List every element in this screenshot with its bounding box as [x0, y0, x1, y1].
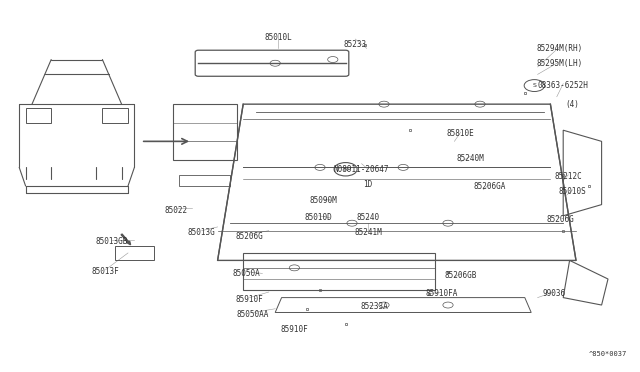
Text: 1D: 1D — [364, 180, 372, 189]
Text: (4): (4) — [566, 100, 580, 109]
Text: 85010S: 85010S — [559, 187, 587, 196]
Text: 85240: 85240 — [356, 213, 380, 222]
Text: 85206GA: 85206GA — [474, 182, 506, 190]
Text: 85206GB: 85206GB — [445, 271, 477, 280]
Text: ^850*0037: ^850*0037 — [589, 351, 627, 357]
Text: 85240M: 85240M — [456, 154, 484, 163]
Bar — [115, 246, 154, 260]
Text: 85010L: 85010L — [264, 33, 292, 42]
Text: 85910F: 85910F — [236, 295, 264, 304]
Text: 85810E: 85810E — [447, 129, 475, 138]
Text: 85090M: 85090M — [309, 196, 337, 205]
Text: 85294M(RH): 85294M(RH) — [537, 44, 583, 53]
Text: 85050A: 85050A — [232, 269, 260, 278]
Text: 85013GB: 85013GB — [96, 237, 128, 246]
FancyArrow shape — [121, 234, 131, 245]
Text: 85206G: 85206G — [546, 215, 574, 224]
Text: 85241M: 85241M — [354, 228, 382, 237]
Text: N: N — [343, 167, 348, 172]
Text: 85910FA: 85910FA — [426, 289, 458, 298]
Text: N08911-20647: N08911-20647 — [334, 165, 389, 174]
Text: 85010D: 85010D — [305, 213, 333, 222]
Bar — [102, 108, 128, 123]
Bar — [26, 108, 51, 123]
Text: 85013F: 85013F — [92, 267, 120, 276]
Text: 99036: 99036 — [542, 289, 565, 298]
Text: 08363-6252H: 08363-6252H — [538, 81, 589, 90]
Text: 85910F: 85910F — [280, 325, 308, 334]
Text: S: S — [532, 83, 536, 88]
Text: 85013G: 85013G — [188, 228, 216, 237]
Text: 85206G: 85206G — [236, 232, 264, 241]
Text: 85050AA: 85050AA — [237, 310, 269, 319]
Text: 85022: 85022 — [164, 206, 188, 215]
Text: 85233A: 85233A — [360, 302, 388, 311]
Text: 85295M(LH): 85295M(LH) — [537, 59, 583, 68]
Text: 85233: 85233 — [344, 40, 367, 49]
Text: 85212C: 85212C — [554, 172, 582, 181]
